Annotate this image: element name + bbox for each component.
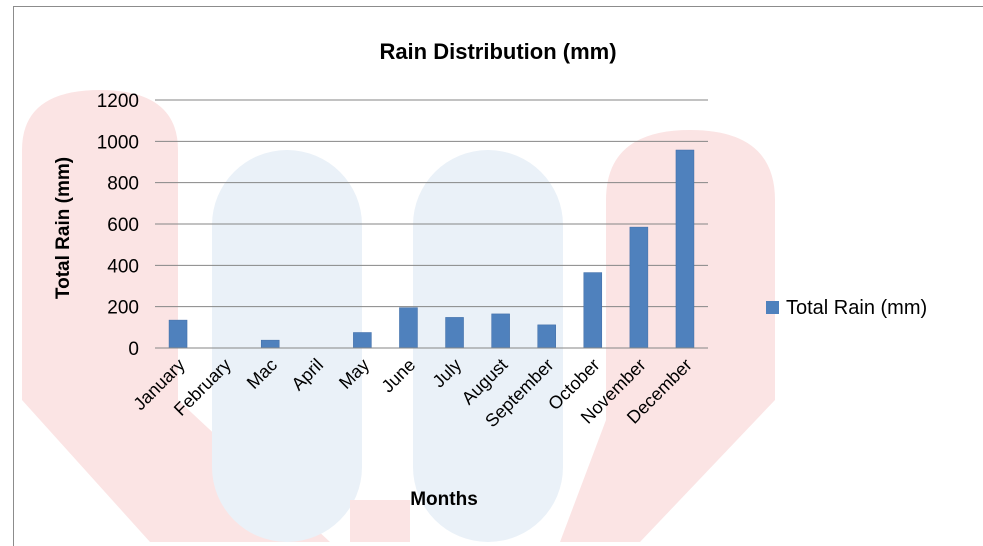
y-tick-labels: 0 200 400 600 800 1000 1200 (97, 91, 139, 360)
y-axis-title: Total Rain (mm) (53, 157, 74, 299)
chart-frame (13, 6, 983, 546)
watermark (22, 90, 775, 542)
y-tick-label: 400 (107, 256, 139, 277)
gridlines (155, 99, 708, 308)
legend: Total Rain (mm) (766, 297, 927, 319)
x-axis-title: Months (410, 489, 478, 510)
watermark-bottom-red (350, 500, 410, 542)
y-tick-label: 600 (107, 215, 139, 236)
y-tick-label: 1200 (97, 91, 139, 112)
bar-september (537, 324, 556, 349)
bar-august (491, 313, 510, 349)
y-tick-label: 0 (128, 339, 139, 360)
bar-july (445, 317, 464, 349)
watermark-left-shape (22, 90, 330, 542)
y-tick-label: 1000 (97, 132, 139, 153)
y-tick-label: 800 (107, 174, 139, 195)
bar-december (675, 149, 695, 349)
bars (168, 149, 695, 349)
bar-june (399, 307, 418, 349)
bar-mac (260, 339, 280, 349)
legend-swatch (766, 301, 779, 314)
bar-may (353, 332, 372, 349)
legend-label: Total Rain (mm) (786, 297, 927, 319)
bar-october (583, 272, 603, 349)
watermark-blue-shape-2 (413, 150, 563, 542)
watermark-blue-shape-1 (212, 150, 362, 542)
bar-january (168, 319, 188, 349)
chart-title: Rain Distribution (mm) (379, 39, 616, 64)
bar-november (629, 226, 649, 349)
y-tick-label: 200 (107, 298, 139, 319)
watermark-right-shape (560, 130, 775, 542)
